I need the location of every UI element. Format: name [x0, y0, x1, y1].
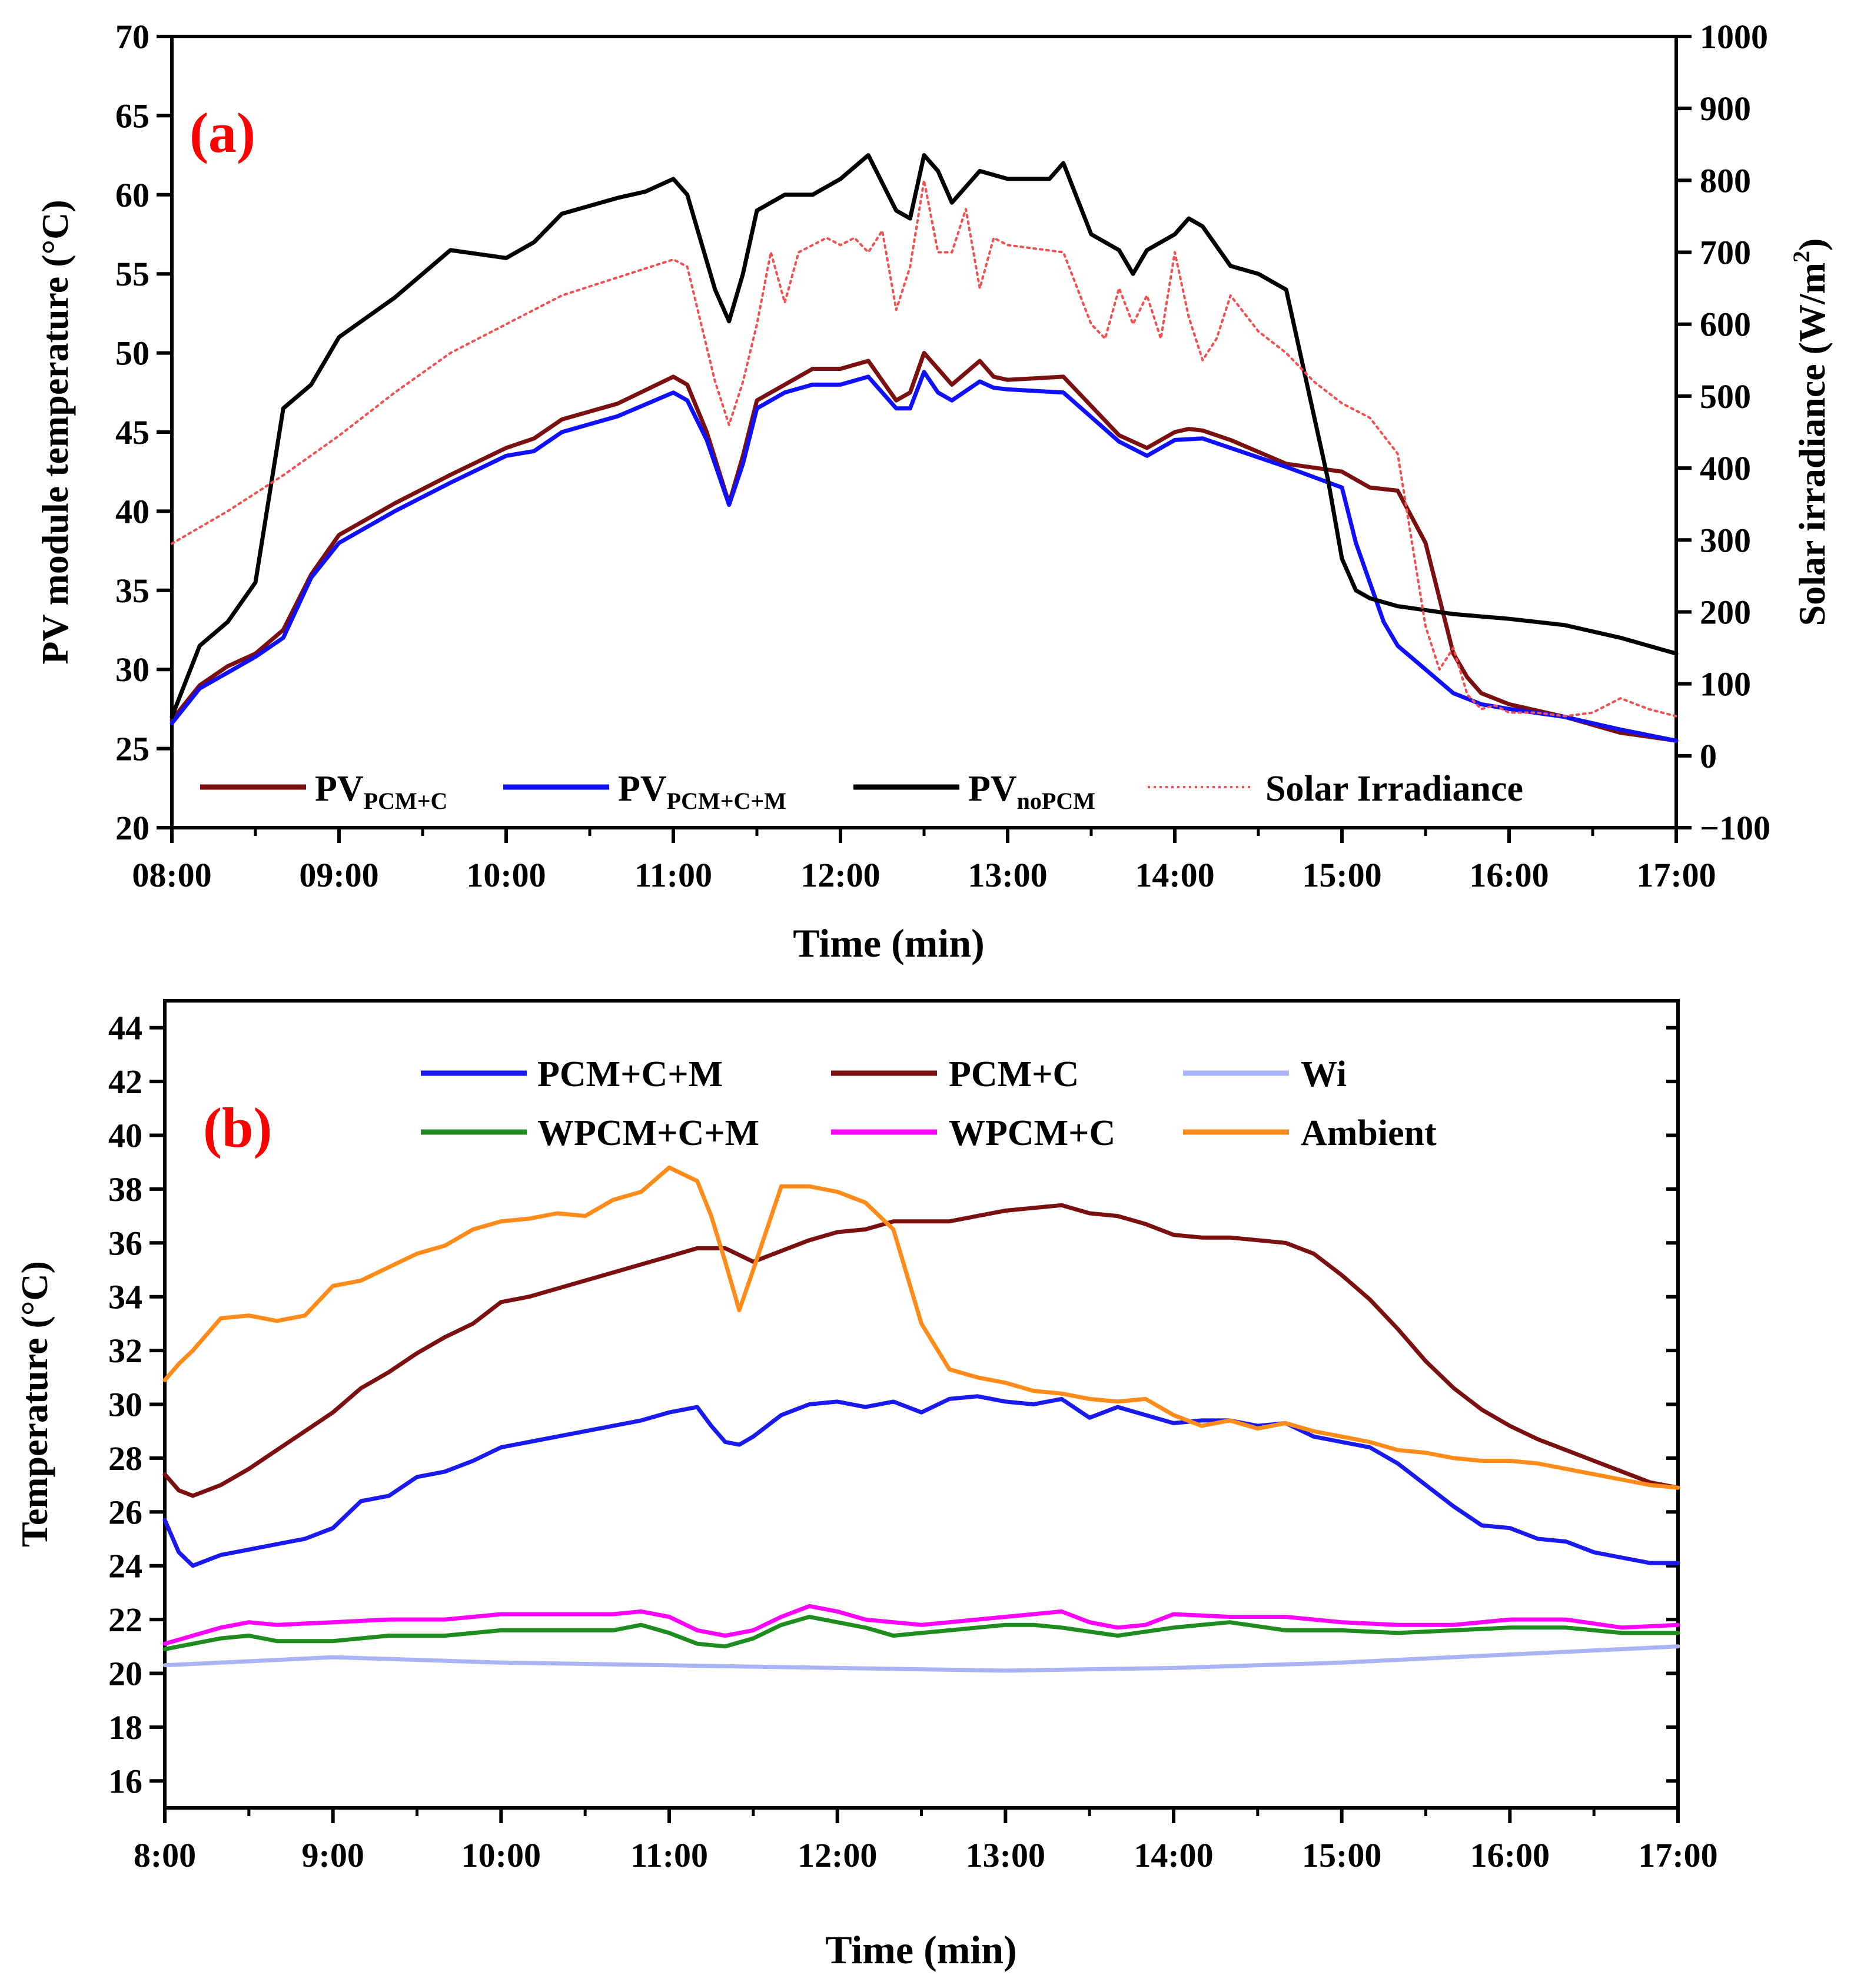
x-tick-label: 11:00	[634, 856, 712, 894]
y-tick-label: 38	[108, 1170, 142, 1209]
panel-b-y-axis-title: Temperature (°C)	[14, 1261, 55, 1547]
panel-a-y-axis-title: PV module temperature (°C)	[34, 200, 76, 664]
legend-label-pv-pcm-c: PVPCM+C	[315, 769, 447, 814]
x-tick-label: 10:00	[466, 856, 546, 894]
series-line-wpcm-c	[162, 1604, 1680, 1646]
x-tick-label: 13:00	[966, 1836, 1045, 1874]
y-tick-label: 24	[108, 1547, 142, 1585]
x-tick-label: 15:00	[1302, 856, 1381, 894]
legend-label-wi: Wi	[1301, 1054, 1347, 1094]
x-tick-label: 09:00	[299, 856, 378, 894]
panel-b-left-axis: 16 18 20 22 24 26 28 30 32 34 36 38 40 42 44	[108, 1009, 165, 1800]
y-tick-label: 50	[115, 334, 149, 373]
x-tick-label: 16:00	[1470, 1836, 1550, 1874]
panel-b-label: (b)	[203, 1096, 272, 1159]
y-tick-label: 36	[108, 1224, 142, 1262]
panel-a-x-axis: 08:00 09:00 10:00 11:00 12:00 13:00 14:00 15:00…	[132, 828, 1716, 894]
y-tick-label: 32	[108, 1332, 142, 1370]
legend-label-wpcm-c-m: WPCM+C+M	[537, 1113, 759, 1153]
panel-a-legend: PVPCM+C PVPCM+C+M PVnoPCM Solar Irradian…	[200, 769, 1523, 814]
legend-label-solar-irradiance: Solar Irradiance	[1265, 769, 1523, 809]
y-tick-label: 42	[108, 1063, 142, 1101]
series-line-pv-pcm-c	[170, 351, 1679, 743]
y2-tick-label: 400	[1700, 449, 1751, 487]
panel-a-left-axis: 20 25 30 35 40 45 50 55 60 65 70	[115, 18, 172, 847]
y-tick-label: 70	[115, 18, 149, 56]
panel-b-x-axis-title: Time (min)	[825, 1927, 1017, 1972]
legend-label-wpcm-c: WPCM+C	[949, 1113, 1115, 1153]
y-tick-label: 60	[115, 176, 149, 214]
x-tick-label: 11:00	[630, 1836, 708, 1874]
legend-label-pv-nopcm: PVnoPCM	[968, 769, 1095, 814]
y2-tick-label: 1000	[1700, 18, 1768, 56]
legend-label-ambient: Ambient	[1301, 1113, 1437, 1153]
x-tick-label: 08:00	[132, 856, 211, 894]
y2-tick-label: 100	[1700, 665, 1751, 703]
panel-b-right-axis	[1666, 1025, 1678, 1783]
y-tick-label: 22	[108, 1601, 142, 1639]
panel-b-plot-frame	[163, 999, 1680, 1810]
y2-tick-label: −100	[1700, 809, 1770, 847]
x-tick-label: 8:00	[134, 1836, 196, 1874]
series-line-pv-pcm-c-m	[170, 370, 1679, 743]
series-line-pcm-c	[162, 1203, 1680, 1498]
y-tick-label: 45	[115, 413, 149, 452]
y-tick-label: 40	[115, 492, 149, 530]
x-tick-label: 17:00	[1638, 1836, 1717, 1874]
y2-tick-label: 300	[1700, 521, 1751, 559]
series-line-ambient	[162, 1165, 1680, 1490]
x-tick-label: 14:00	[1134, 1836, 1213, 1874]
panel-a-label: (a)	[190, 101, 255, 164]
y-tick-label: 55	[115, 255, 149, 293]
panel-b-legend: PCM+C+M PCM+C Wi WPCM+C+M WPCM+C Ambient	[421, 1054, 1437, 1153]
panel-b: 16 18 20 22 24 26 28 30 32 34 36 38 40 42 44 8:00 9:00 1…	[14, 999, 1718, 1972]
y2-tick-label: 600	[1700, 306, 1751, 344]
panel-a-y2-axis-title: Solar irradiance (W/m2)	[1788, 238, 1833, 626]
series-line-wpcm-c-m	[162, 1615, 1680, 1651]
y2-tick-label: 0	[1700, 737, 1717, 775]
x-tick-label: 14:00	[1135, 856, 1214, 894]
panel-a-x-axis-title: Time (min)	[793, 921, 985, 965]
y-tick-label: 44	[108, 1009, 142, 1047]
x-tick-label: 12:00	[800, 856, 880, 894]
x-tick-label: 10:00	[461, 1836, 541, 1874]
x-tick-label: 17:00	[1636, 856, 1716, 894]
y-tick-label: 18	[108, 1708, 142, 1747]
y2-tick-label: 700	[1700, 234, 1751, 272]
y2-tick-label: 900	[1700, 89, 1751, 128]
panel-a-right-axis: −100 0 100 200 300 400 500 600 700 800 900 1000	[1676, 18, 1770, 847]
panel-a: 20 25 30 35 40 45 50 55 60 65 70 −100 0 100 200 300 400…	[34, 18, 1833, 965]
panel-b-series	[162, 1165, 1680, 1673]
x-tick-label: 9:00	[302, 1836, 364, 1874]
x-tick-label: 16:00	[1469, 856, 1549, 894]
x-tick-label: 15:00	[1302, 1836, 1381, 1874]
y-tick-label: 28	[108, 1439, 142, 1478]
y-tick-label: 26	[108, 1493, 142, 1531]
y2-tick-label: 200	[1700, 593, 1751, 631]
panel-a-series	[170, 153, 1679, 743]
y-tick-label: 34	[108, 1278, 142, 1316]
series-line-pcm-c-m	[162, 1394, 1680, 1568]
series-line-pv-nopcm	[170, 153, 1679, 719]
x-tick-label: 13:00	[968, 856, 1047, 894]
legend-label-pv-pcm-c-m: PVPCM+C+M	[618, 769, 786, 814]
y-tick-label: 30	[108, 1386, 142, 1424]
y-tick-label: 20	[108, 1655, 142, 1693]
y-tick-label: 16	[108, 1762, 142, 1800]
legend-label-pcm-c: PCM+C	[949, 1054, 1079, 1094]
y-tick-label: 65	[115, 97, 149, 135]
y-tick-label: 35	[115, 572, 149, 610]
x-tick-label: 12:00	[798, 1836, 877, 1874]
series-line-solar-irradiance	[171, 179, 1677, 718]
panel-b-x-axis: 8:00 9:00 10:00 11:00 12:00 13:00 14:00 15:00 16…	[134, 1808, 1718, 1874]
legend-label-pcm-c-m: PCM+C+M	[537, 1054, 723, 1094]
y-tick-label: 25	[115, 730, 149, 768]
series-line-wi	[162, 1644, 1680, 1673]
y-tick-label: 40	[108, 1117, 142, 1155]
y-tick-label: 30	[115, 651, 149, 689]
y2-tick-label: 800	[1700, 161, 1751, 200]
y2-tick-label: 500	[1700, 377, 1751, 416]
y-tick-label: 20	[115, 809, 149, 847]
